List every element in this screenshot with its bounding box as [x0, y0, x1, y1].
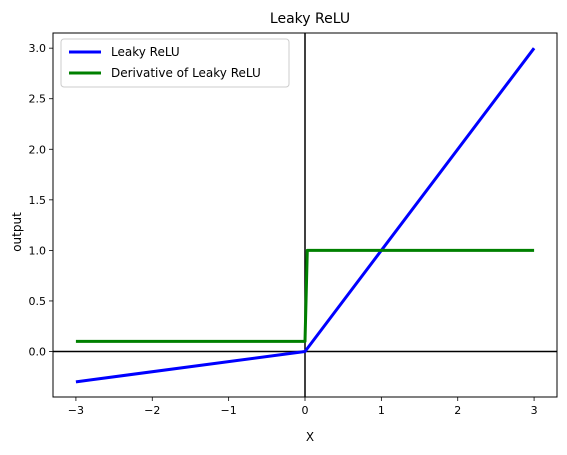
x-tick-label: −2 [144, 404, 160, 417]
x-tick-label: 0 [302, 404, 309, 417]
y-tick-label: 1.0 [29, 244, 47, 257]
legend-label: Leaky ReLU [111, 45, 180, 59]
y-axis-label: output [10, 212, 24, 252]
ticks-layer: −3 −2 −1 0 1 2 3 0.0 0.5 1.0 1.5 2.0 2.5 3.0 [29, 42, 538, 417]
x-tick-label: −1 [221, 404, 237, 417]
y-tick-label: 0.0 [29, 346, 47, 359]
x-axis-label: X [306, 430, 314, 444]
x-tick-label: 1 [378, 404, 385, 417]
plot-area [52, 32, 558, 398]
series-line-0 [75, 47, 536, 384]
legend: Leaky ReLU Derivative of Leaky ReLU [60, 38, 290, 88]
series-layer [75, 47, 536, 384]
x-tick-label: 2 [454, 404, 461, 417]
legend-label: Derivative of Leaky ReLU [111, 66, 261, 80]
y-tick-label: 2.0 [29, 143, 47, 156]
x-tick-label: 3 [531, 404, 538, 417]
y-tick-label: 0.5 [29, 295, 47, 308]
y-tick-label: 3.0 [29, 42, 47, 55]
legend-box [60, 38, 290, 88]
series-line-1 [75, 248, 535, 343]
chart-title: Leaky ReLU [270, 11, 350, 27]
x-tick-label: −3 [68, 404, 84, 417]
y-tick-label: 2.5 [29, 93, 47, 106]
y-tick-label: 1.5 [29, 194, 47, 207]
